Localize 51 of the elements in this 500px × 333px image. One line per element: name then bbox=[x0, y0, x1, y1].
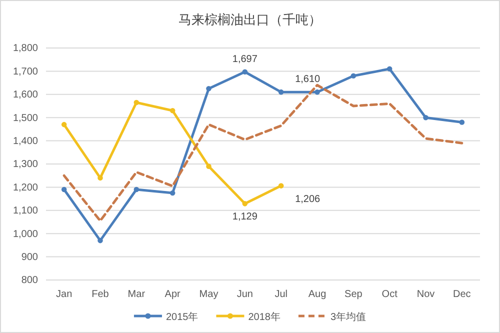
point bbox=[98, 175, 103, 181]
x-tick-label: May bbox=[199, 289, 218, 300]
y-tick-label: 1,300 bbox=[12, 159, 38, 170]
point bbox=[386, 66, 392, 72]
x-tick-label: Aug bbox=[308, 289, 326, 300]
point bbox=[278, 89, 284, 95]
point bbox=[170, 108, 176, 114]
point bbox=[314, 89, 320, 95]
y-tick-label: 1,500 bbox=[12, 112, 38, 124]
data-label: 1,610 bbox=[295, 74, 321, 86]
y-tick-label: 1,400 bbox=[12, 136, 38, 147]
y-tick-label: 1,600 bbox=[12, 90, 38, 101]
y-tick-label: 1,100 bbox=[12, 206, 38, 217]
x-tick-label: Jul bbox=[274, 289, 288, 300]
x-tick-label: Jan bbox=[56, 289, 72, 300]
x-tick-label: Jun bbox=[236, 289, 253, 300]
point bbox=[242, 69, 248, 75]
point bbox=[206, 86, 212, 92]
x-tick-label: Oct bbox=[382, 289, 398, 300]
y-tick-label: 800 bbox=[21, 275, 38, 286]
y-tick-label: 1,800 bbox=[12, 43, 38, 54]
x-tick-label: Apr bbox=[164, 289, 182, 300]
point bbox=[350, 73, 356, 78]
point bbox=[61, 186, 67, 192]
point bbox=[134, 100, 140, 106]
data-label: 1,129 bbox=[232, 212, 258, 223]
x-tick-label: Feb bbox=[92, 289, 110, 300]
y-tick-label: 1,000 bbox=[12, 228, 38, 240]
x-tick-label: Nov bbox=[416, 289, 435, 300]
chart-title: 马来棕榈油出口（千吨） bbox=[178, 12, 322, 27]
y-tick-label: 1,700 bbox=[12, 66, 38, 78]
legend-label: 2018年 bbox=[248, 311, 280, 323]
x-tick-label: Sep bbox=[344, 289, 363, 300]
point bbox=[423, 114, 428, 120]
point bbox=[170, 190, 176, 196]
point bbox=[459, 120, 465, 125]
data-label: 1,697 bbox=[232, 54, 258, 65]
point bbox=[134, 186, 140, 192]
line-series bbox=[62, 84, 464, 222]
point bbox=[206, 164, 212, 169]
point bbox=[242, 201, 248, 206]
x-tick-label: Dec bbox=[453, 289, 471, 300]
data-label: 1,206 bbox=[295, 194, 321, 205]
x-tick-label: Mar bbox=[128, 289, 146, 300]
y-tick-label: 900 bbox=[21, 252, 38, 263]
legend-label: 3年均值 bbox=[330, 311, 366, 323]
y-tick-label: 1,200 bbox=[12, 182, 38, 194]
legend-label: 2015年 bbox=[166, 311, 198, 323]
point bbox=[278, 183, 284, 188]
point bbox=[61, 122, 67, 128]
point bbox=[98, 238, 103, 244]
